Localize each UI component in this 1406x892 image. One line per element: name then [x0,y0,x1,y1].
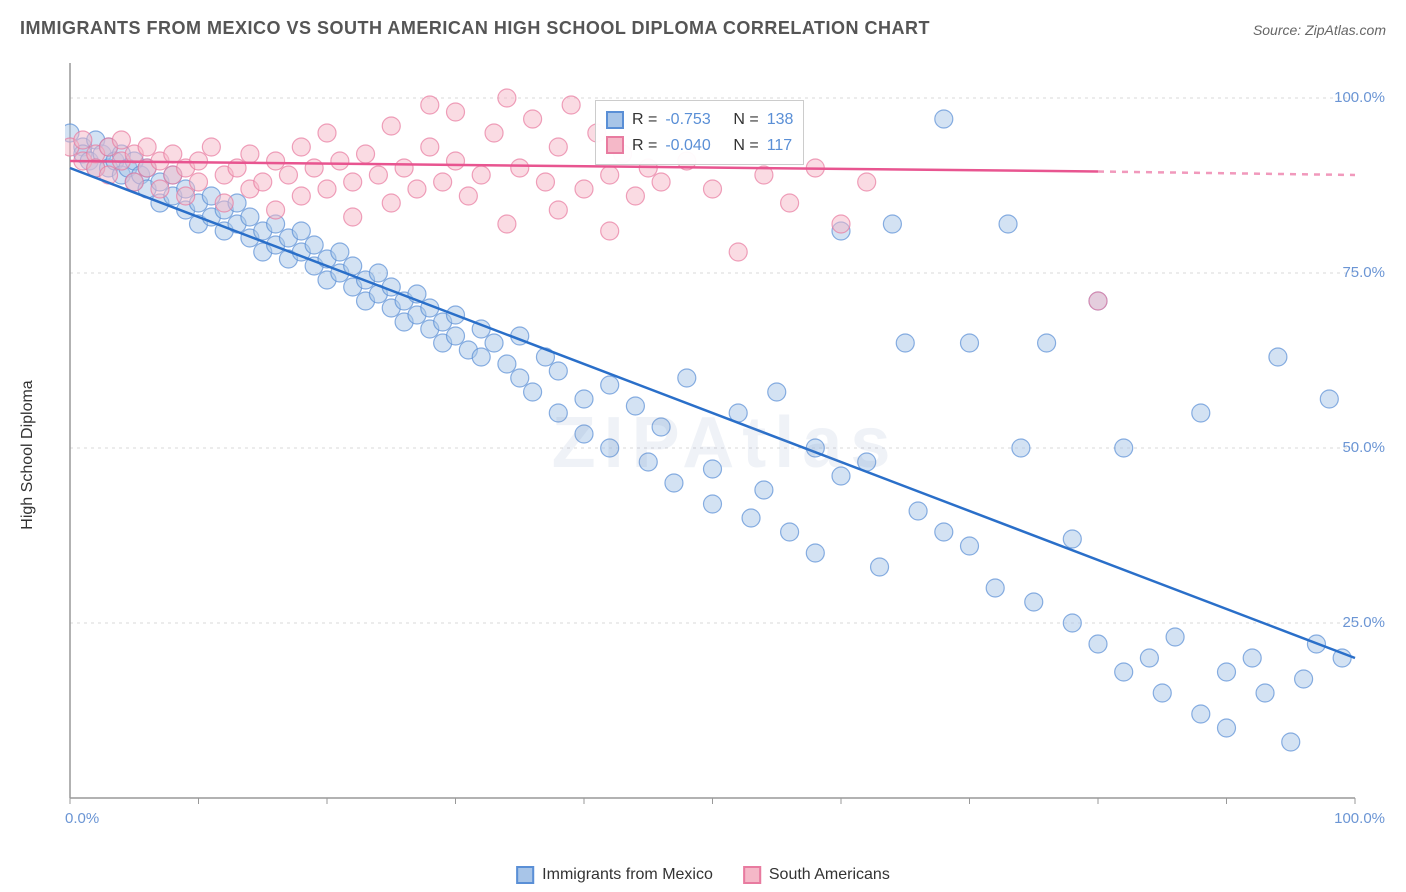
y-tick-label: 50.0% [1342,439,1385,456]
legend-label: Immigrants from Mexico [542,866,713,884]
legend-bottom: Immigrants from Mexico South Americans [516,866,890,884]
chart-title: IMMIGRANTS FROM MEXICO VS SOUTH AMERICAN… [20,18,930,39]
correlation-swatch [606,136,624,154]
source-attribution: Source: ZipAtlas.com [1253,22,1386,38]
corr-r-value: -0.040 [665,133,725,159]
scatter-plot [65,48,1385,838]
corr-r-label: R = [632,107,657,133]
corr-n-label: N = [733,107,758,133]
y-axis-label: High School Diploma [19,380,37,529]
corr-n-value: 117 [767,133,793,159]
source-prefix: Source: [1253,22,1305,38]
chart-container: IMMIGRANTS FROM MEXICO VS SOUTH AMERICAN… [0,0,1406,892]
correlation-row: R = -0.040 N = 117 [606,133,793,159]
x-tick-label: 0.0% [65,810,99,827]
legend-item: South Americans [743,866,890,884]
correlation-row: R = -0.753 N = 138 [606,107,793,133]
y-tick-label: 75.0% [1342,264,1385,281]
corr-r-value: -0.753 [665,107,725,133]
legend-item: Immigrants from Mexico [516,866,713,884]
corr-n-label: N = [733,133,758,159]
source-name: ZipAtlas.com [1305,22,1386,38]
x-tick-label: 100.0% [1334,810,1385,827]
legend-swatch [743,866,761,884]
legend-swatch [516,866,534,884]
legend-label: South Americans [769,866,890,884]
corr-r-label: R = [632,133,657,159]
chart-area: ZIPAtlas R =-0.753N =138R =-0.040N =117 … [65,48,1385,838]
correlation-legend: R = -0.753 N = 138 R = -0.040 N = 117 [595,100,804,165]
corr-n-value: 138 [767,107,794,133]
correlation-swatch [606,111,624,129]
y-tick-label: 25.0% [1342,614,1385,631]
y-tick-label: 100.0% [1334,89,1385,106]
